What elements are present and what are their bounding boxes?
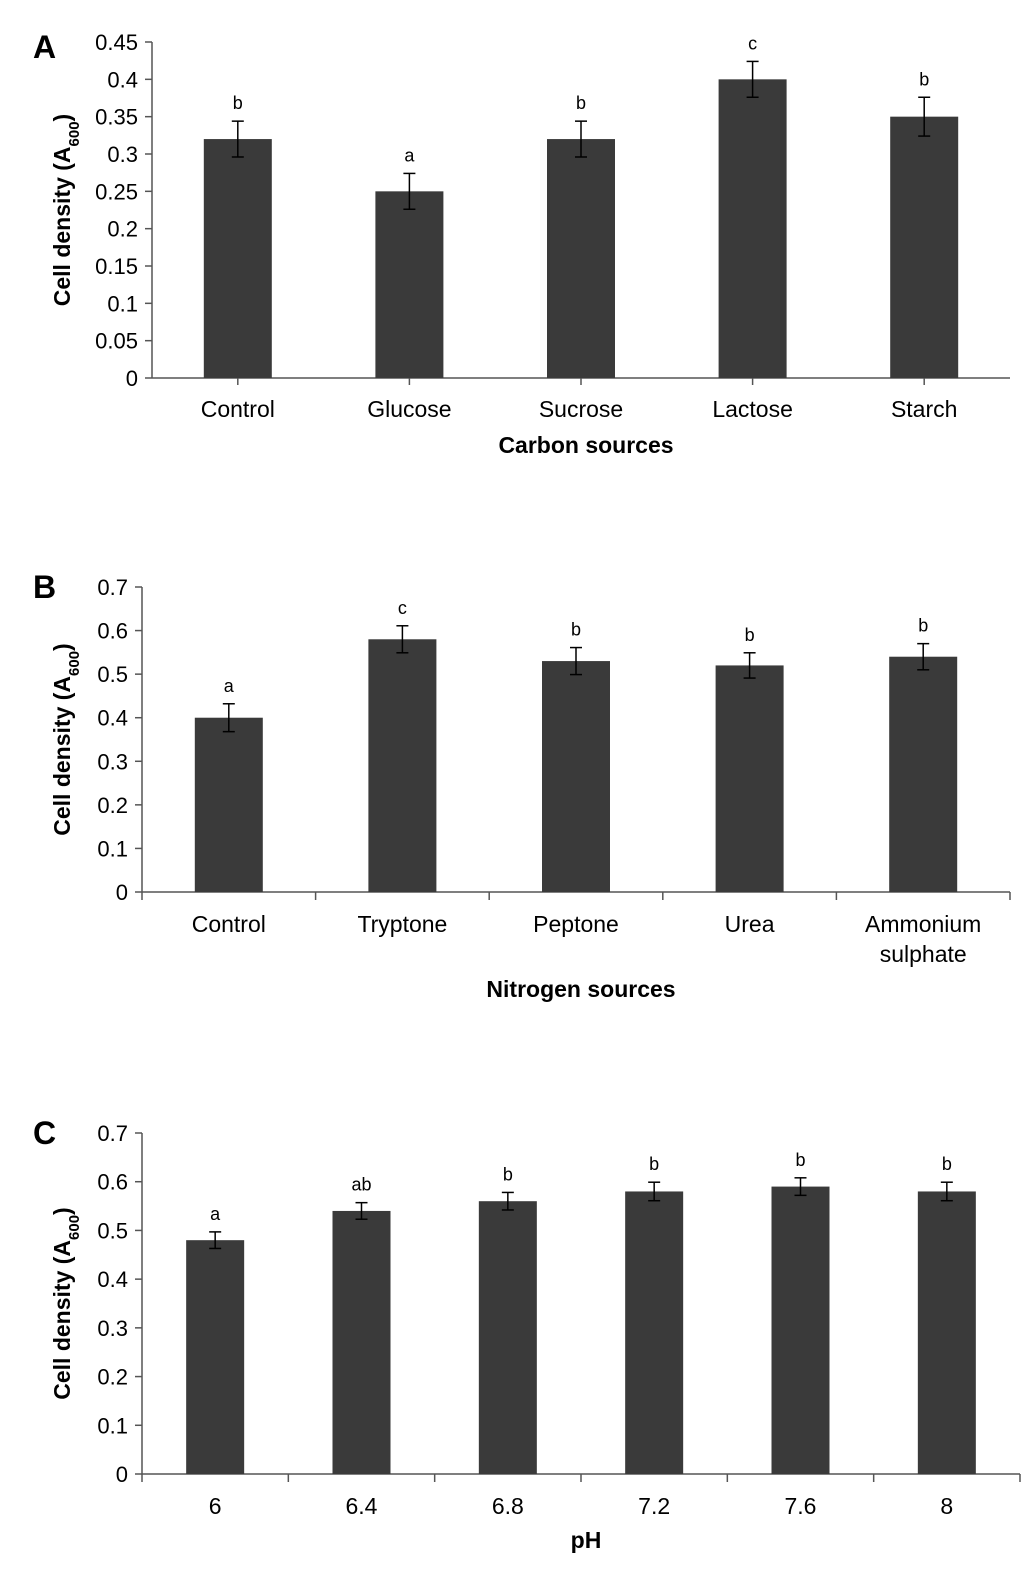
x-tick-label: 8 bbox=[940, 1493, 953, 1519]
y-tick-label: 0.35 bbox=[95, 105, 138, 130]
x-tick-label: 7.6 bbox=[785, 1493, 817, 1519]
x-tick-label: Lactose bbox=[712, 396, 793, 422]
bar bbox=[890, 116, 959, 379]
bar bbox=[771, 1186, 830, 1474]
panel-letter: C bbox=[33, 1115, 56, 1151]
significance-label: b bbox=[649, 1154, 659, 1174]
panel-letter: A bbox=[33, 29, 56, 65]
x-axis-title: Carbon sources bbox=[498, 432, 673, 458]
x-tick-label: Starch bbox=[891, 396, 957, 422]
y-tick-label: 0.7 bbox=[97, 575, 128, 600]
significance-label: b bbox=[745, 625, 755, 645]
y-tick-label: 0.15 bbox=[95, 254, 138, 279]
significance-label: b bbox=[919, 69, 929, 89]
y-tick-label: 0.7 bbox=[97, 1121, 128, 1146]
y-tick-label: 0.3 bbox=[97, 749, 128, 774]
y-tick-label: 0 bbox=[116, 880, 128, 905]
chart-panel-a: A 0 0.05 0.1 0.15 0.2 0.25 0.3 0.35 0.4 0.45 b Contr… bbox=[33, 29, 1010, 458]
bar bbox=[889, 656, 958, 892]
y-tick-label: 0.2 bbox=[97, 1365, 128, 1390]
bar bbox=[547, 139, 615, 378]
y-tick-label: 0.45 bbox=[95, 30, 138, 55]
y-tick-label: 0.2 bbox=[97, 793, 128, 818]
chart-panel-c: C 0 0.1 0.2 0.3 0.4 0.5 0.6 0.7 a 6 ab 6.4 b 6.8 b 7.2 b 7… bbox=[33, 1115, 1021, 1553]
x-tick-label: 6.8 bbox=[492, 1493, 524, 1519]
bar bbox=[368, 639, 437, 892]
significance-label: b bbox=[571, 620, 581, 640]
significance-label: ab bbox=[351, 1175, 371, 1195]
x-tick-label: 7.2 bbox=[638, 1493, 670, 1519]
x-tick-label: Ammonium bbox=[865, 911, 981, 937]
bar bbox=[478, 1201, 537, 1474]
y-tick-label: 0.1 bbox=[97, 1413, 128, 1438]
significance-label: a bbox=[404, 145, 415, 165]
bar bbox=[718, 79, 787, 378]
x-axis-title: Nitrogen sources bbox=[486, 976, 675, 1002]
y-tick-label: 0.3 bbox=[107, 142, 138, 167]
x-tick-label: 6 bbox=[209, 1493, 222, 1519]
y-tick-label: 0.4 bbox=[97, 1267, 128, 1292]
bar bbox=[375, 191, 444, 378]
significance-label: b bbox=[233, 93, 243, 113]
significance-label: a bbox=[210, 1204, 221, 1224]
x-axis-title: pH bbox=[571, 1527, 602, 1553]
x-tick-label: Control bbox=[201, 396, 275, 422]
x-tick-label: 6.4 bbox=[346, 1493, 378, 1519]
significance-label: b bbox=[942, 1154, 952, 1174]
bar bbox=[715, 665, 784, 892]
y-tick-label: 0.1 bbox=[107, 291, 138, 316]
chart-panel-b: B 0 0.1 0.2 0.3 0.4 0.5 0.6 0.7 a Control c Tryptone… bbox=[33, 569, 1011, 1002]
bar bbox=[625, 1191, 684, 1474]
bar bbox=[332, 1210, 391, 1474]
significance-label: a bbox=[224, 676, 235, 696]
significance-label: c bbox=[748, 33, 757, 53]
bar bbox=[203, 139, 272, 378]
y-tick-label: 0.5 bbox=[97, 662, 128, 687]
x-tick-label: Glucose bbox=[367, 396, 451, 422]
y-tick-label: 0.3 bbox=[97, 1316, 128, 1341]
significance-label: b bbox=[795, 1150, 805, 1170]
x-tick-label: Control bbox=[192, 911, 266, 937]
y-tick-label: 0.25 bbox=[95, 179, 138, 204]
significance-label: b bbox=[576, 93, 586, 113]
bar bbox=[194, 717, 263, 892]
y-tick-label: 0.2 bbox=[107, 217, 138, 242]
y-tick-label: 0 bbox=[126, 366, 138, 391]
y-axis-title: Cell density (A600) bbox=[49, 114, 83, 306]
y-tick-label: 0 bbox=[116, 1462, 128, 1487]
x-tick-label: Urea bbox=[725, 911, 775, 937]
bar bbox=[186, 1240, 245, 1474]
y-tick-label: 0.05 bbox=[95, 329, 138, 354]
y-axis-title: Cell density (A600) bbox=[49, 643, 83, 835]
significance-label: b bbox=[503, 1164, 513, 1184]
x-tick-label: Sucrose bbox=[539, 396, 623, 422]
y-tick-label: 0.5 bbox=[97, 1218, 128, 1243]
x-tick-label: sulphate bbox=[880, 941, 967, 967]
significance-label: b bbox=[918, 616, 928, 636]
y-tick-label: 0.6 bbox=[97, 1170, 128, 1195]
significance-label: c bbox=[398, 598, 407, 618]
y-axis-title: Cell density (A600) bbox=[49, 1207, 83, 1399]
bar bbox=[542, 661, 610, 892]
y-tick-label: 0.4 bbox=[97, 706, 128, 731]
panel-letter: B bbox=[33, 569, 56, 605]
y-tick-label: 0.1 bbox=[97, 836, 128, 861]
x-tick-label: Tryptone bbox=[357, 911, 447, 937]
y-tick-label: 0.4 bbox=[107, 67, 138, 92]
bar bbox=[917, 1191, 976, 1474]
x-tick-label: Peptone bbox=[533, 911, 619, 937]
y-tick-label: 0.6 bbox=[97, 619, 128, 644]
